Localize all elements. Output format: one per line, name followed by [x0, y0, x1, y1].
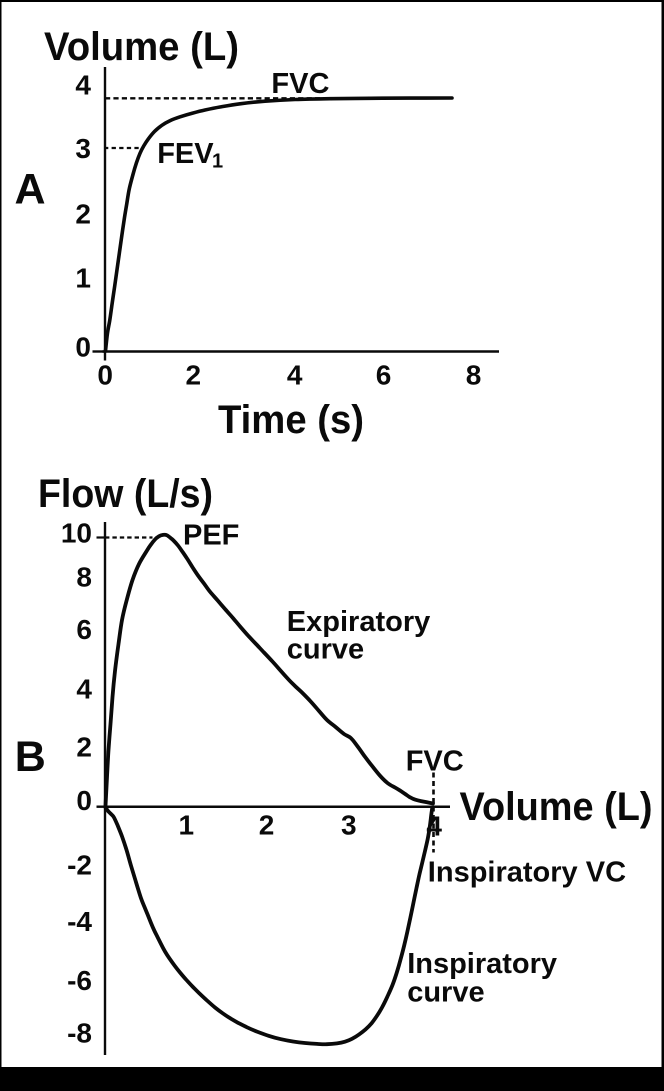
svg-text:Inspiratory: Inspiratory: [407, 948, 557, 980]
svg-text:0: 0: [75, 331, 91, 362]
svg-text:curve: curve: [407, 977, 484, 1009]
svg-text:8: 8: [76, 561, 92, 592]
svg-text:4: 4: [76, 674, 92, 705]
svg-text:1: 1: [75, 263, 91, 294]
svg-text:1: 1: [179, 810, 195, 841]
svg-text:4: 4: [287, 360, 303, 391]
svg-text:2: 2: [259, 810, 275, 841]
svg-text:2: 2: [75, 199, 91, 230]
svg-text:4: 4: [75, 70, 91, 101]
svg-text:Expiratory: Expiratory: [287, 606, 430, 638]
svg-text:Time (s): Time (s): [218, 398, 364, 442]
svg-text:A: A: [15, 165, 46, 213]
svg-text:B: B: [15, 733, 46, 781]
svg-text:0: 0: [97, 360, 113, 391]
svg-text:-6: -6: [67, 965, 92, 996]
svg-text:2: 2: [76, 732, 92, 763]
svg-text:-8: -8: [67, 1018, 92, 1049]
svg-text:10: 10: [61, 517, 92, 548]
svg-text:Inspiratory VC: Inspiratory VC: [428, 857, 626, 889]
svg-text:3: 3: [75, 133, 91, 164]
svg-text:FVC: FVC: [271, 68, 329, 100]
svg-text:6: 6: [376, 360, 392, 391]
svg-text:-2: -2: [67, 849, 92, 880]
svg-text:-4: -4: [67, 906, 92, 937]
svg-text:Volume (L): Volume (L): [44, 25, 239, 69]
svg-text:2: 2: [186, 360, 202, 391]
svg-text:Flow (L/s): Flow (L/s): [38, 472, 213, 516]
svg-text:PEF: PEF: [183, 520, 239, 552]
svg-text:FEV: FEV: [157, 138, 214, 170]
svg-text:6: 6: [76, 614, 92, 645]
svg-text:Volume (L): Volume (L): [460, 785, 653, 829]
svg-text:3: 3: [341, 810, 357, 841]
svg-text:curve: curve: [287, 634, 364, 666]
svg-text:0: 0: [76, 785, 92, 816]
svg-text:8: 8: [466, 360, 482, 391]
svg-text:FVC: FVC: [406, 746, 464, 778]
svg-text:1: 1: [212, 151, 223, 173]
